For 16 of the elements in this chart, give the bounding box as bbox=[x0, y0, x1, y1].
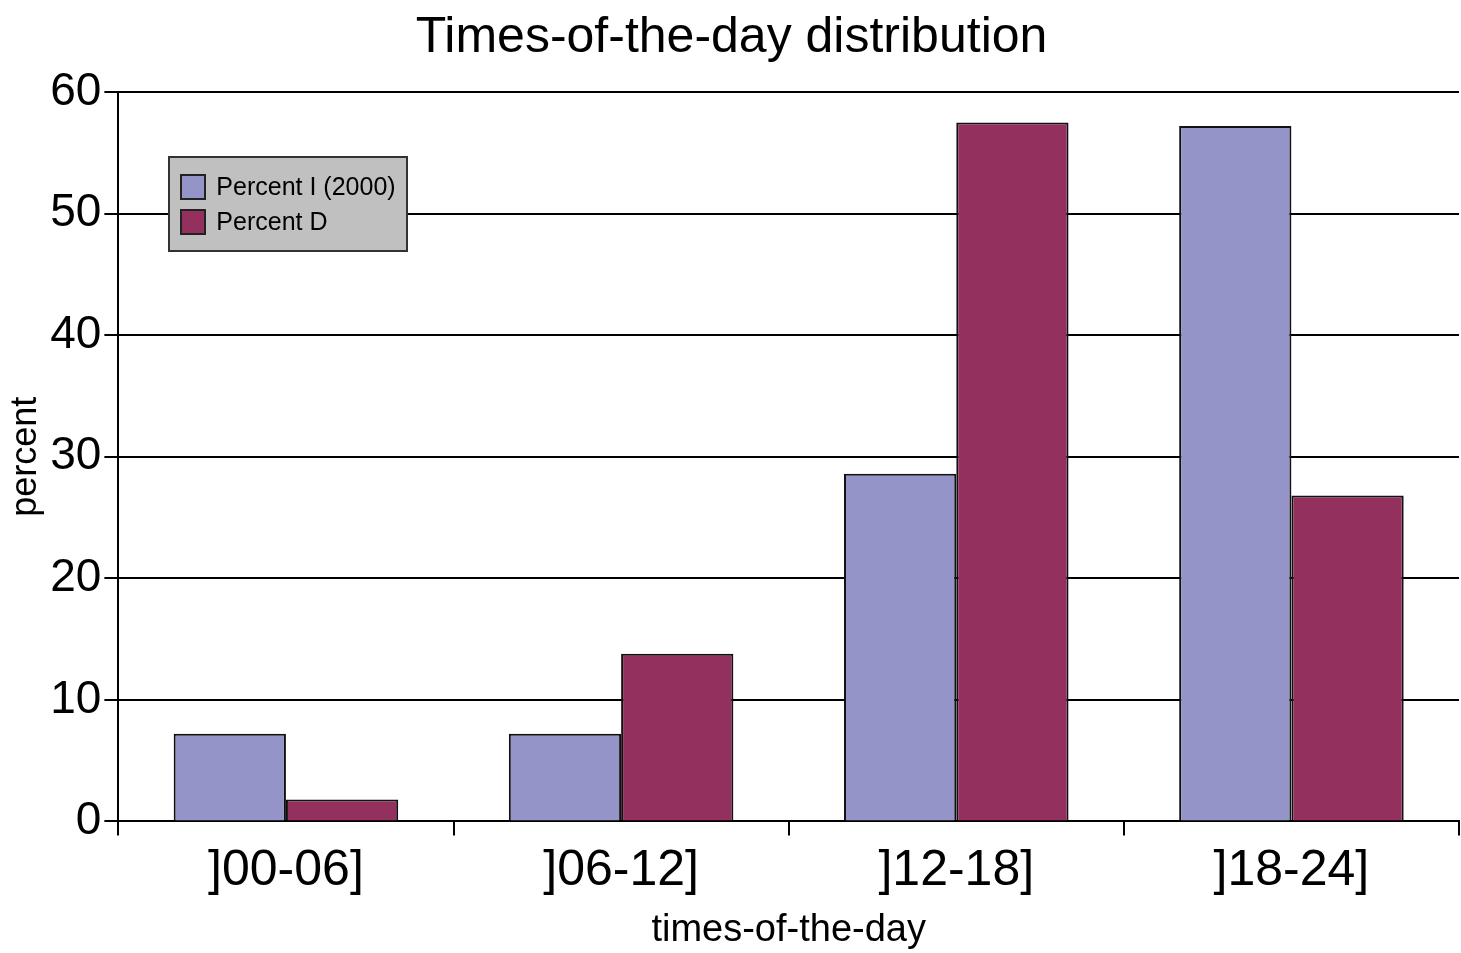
x-tick-label: ]00-06] bbox=[208, 840, 364, 897]
x-tick-label: ]18-24] bbox=[1213, 840, 1370, 897]
y-tick-label: 10 bbox=[50, 670, 102, 723]
y-tick-label: 50 bbox=[50, 184, 102, 237]
legend-label: Percent D bbox=[216, 207, 328, 236]
legend-label: Percent I (2000) bbox=[216, 172, 396, 201]
y-tick-label: 40 bbox=[50, 305, 102, 358]
y-tick-label: 0 bbox=[75, 792, 102, 845]
y-tick-label: 20 bbox=[50, 548, 102, 601]
y-tick-label: 30 bbox=[50, 427, 102, 480]
x-tick-label: ]06-12] bbox=[543, 840, 699, 897]
x-tick-label: ]12-18] bbox=[878, 840, 1035, 897]
y-axis-title: percent bbox=[2, 396, 44, 517]
x-axis-title: times-of-the-day bbox=[651, 906, 926, 949]
chart-title: Times-of-the-day distribution bbox=[415, 6, 1048, 63]
y-tick-label: 60 bbox=[50, 62, 102, 115]
